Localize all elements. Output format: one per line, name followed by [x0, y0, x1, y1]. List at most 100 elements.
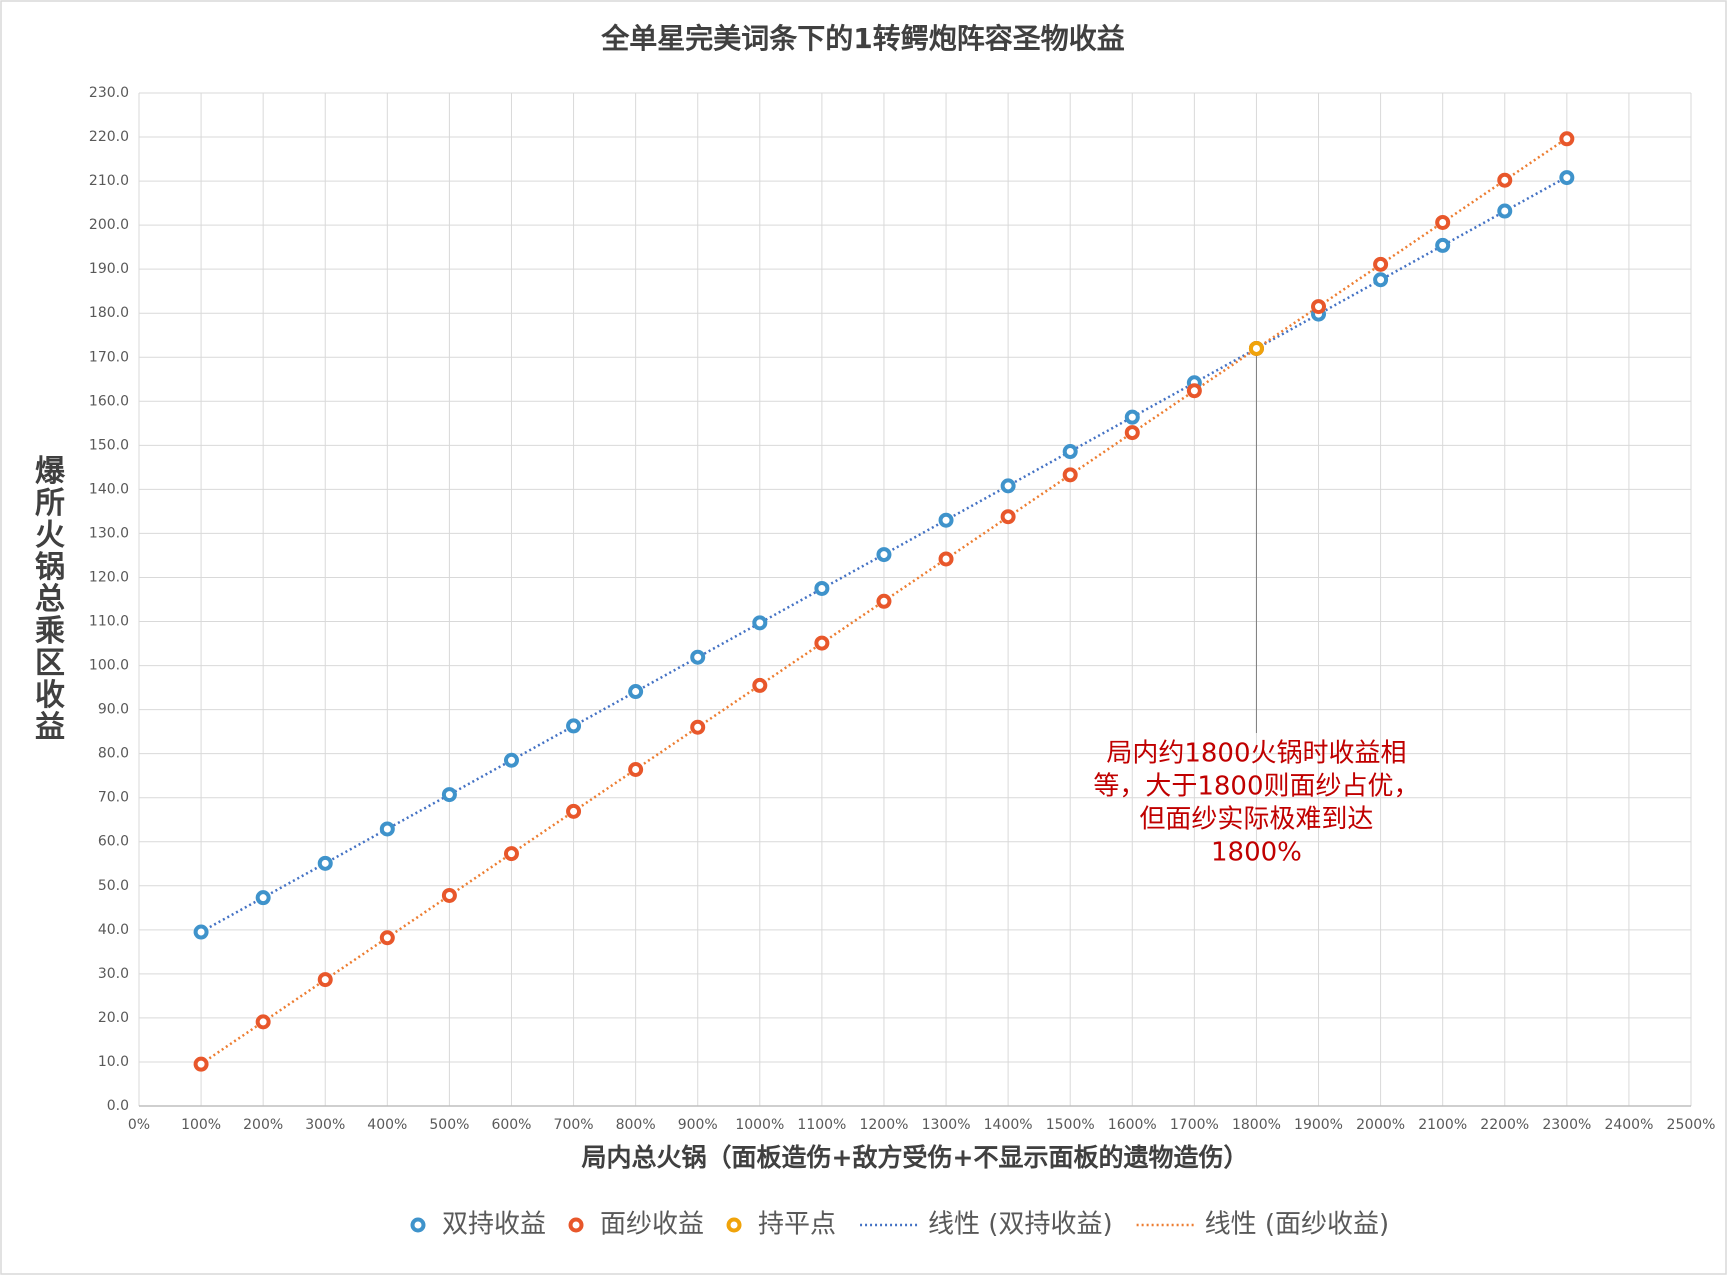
x-tick-label: 1700% — [1170, 1117, 1219, 1133]
data-point — [690, 719, 706, 735]
y-tick-label: 50.0 — [98, 878, 129, 894]
x-tick-label: 2100% — [1418, 1117, 1467, 1133]
y-tick-label: 170.0 — [89, 349, 129, 365]
y-tick-label: 220.0 — [89, 129, 129, 145]
data-point — [255, 1014, 271, 1030]
data-point — [1000, 509, 1016, 525]
data-point — [876, 547, 892, 563]
data-point — [317, 855, 333, 871]
data-point — [752, 677, 768, 693]
x-tick-label: 1900% — [1294, 1117, 1343, 1133]
x-tick-label: 800% — [616, 1117, 656, 1133]
y-tick-label: 180.0 — [89, 305, 129, 321]
data-point — [503, 752, 519, 768]
legend-marker — [726, 1217, 742, 1233]
annotation-text: 但面纱实际极难到达 — [1139, 805, 1373, 835]
y-tick-label: 190.0 — [89, 261, 129, 277]
data-point — [1311, 299, 1327, 315]
data-point — [1559, 131, 1575, 147]
data-point — [317, 972, 333, 988]
x-tick-label: 1000% — [735, 1117, 784, 1133]
data-point — [379, 930, 395, 946]
x-tick-label: 1800% — [1232, 1117, 1281, 1133]
data-point — [814, 635, 830, 651]
data-point — [690, 649, 706, 665]
y-tick-label: 100.0 — [89, 658, 129, 674]
y-tick-label: 40.0 — [98, 922, 129, 938]
x-tick-label: 2300% — [1542, 1117, 1591, 1133]
data-point — [1559, 170, 1575, 186]
x-tick-label: 2400% — [1604, 1117, 1653, 1133]
data-point — [938, 512, 954, 528]
y-tick-label: 70.0 — [98, 790, 129, 806]
legend-marker — [410, 1217, 426, 1233]
data-point — [628, 762, 644, 778]
legend-label: 线性 (面纱收益) — [1205, 1210, 1390, 1240]
y-tick-label: 20.0 — [98, 1010, 129, 1026]
legend-marker — [568, 1217, 584, 1233]
data-point — [1248, 340, 1264, 356]
x-tick-label: 1300% — [922, 1117, 971, 1133]
annotation-text: 1800% — [1211, 838, 1302, 868]
y-tick-label: 10.0 — [98, 1054, 129, 1070]
data-point — [193, 924, 209, 940]
x-tick-label: 1600% — [1108, 1117, 1157, 1133]
x-tick-label: 900% — [678, 1117, 718, 1133]
data-point — [566, 803, 582, 819]
y-tick-label: 160.0 — [89, 393, 129, 409]
data-point — [193, 1056, 209, 1072]
legend-label: 面纱收益 — [600, 1210, 704, 1240]
data-point — [1062, 467, 1078, 483]
x-tick-label: 500% — [429, 1117, 469, 1133]
y-tick-label: 140.0 — [89, 481, 129, 497]
y-tick-label: 230.0 — [89, 85, 129, 101]
x-tick-label: 1400% — [984, 1117, 1033, 1133]
data-point — [1373, 256, 1389, 272]
data-point — [1062, 444, 1078, 460]
data-point — [1124, 409, 1140, 425]
legend-label: 线性 (双持收益) — [928, 1210, 1113, 1240]
x-tick-label: 700% — [554, 1117, 594, 1133]
x-tick-label: 2000% — [1356, 1117, 1405, 1133]
data-point — [1497, 203, 1513, 219]
data-point — [752, 615, 768, 631]
data-point — [1435, 237, 1451, 253]
data-point — [566, 718, 582, 734]
x-tick-label: 2200% — [1480, 1117, 1529, 1133]
y-tick-label: 120.0 — [89, 569, 129, 585]
x-tick-label: 2500% — [1667, 1117, 1716, 1133]
data-point — [441, 787, 457, 803]
data-point — [255, 890, 271, 906]
x-tick-label: 100% — [181, 1117, 221, 1133]
y-tick-label: 80.0 — [98, 746, 129, 762]
x-tick-label: 400% — [367, 1117, 407, 1133]
y-tick-label: 90.0 — [98, 702, 129, 718]
x-tick-label: 1200% — [859, 1117, 908, 1133]
y-tick-label: 150.0 — [89, 437, 129, 453]
y-tick-label: 130.0 — [89, 525, 129, 541]
x-tick-label: 300% — [305, 1117, 345, 1133]
data-point — [379, 821, 395, 837]
data-point — [1000, 478, 1016, 494]
y-tick-label: 210.0 — [89, 173, 129, 189]
y-tick-label: 30.0 — [98, 966, 129, 982]
legend-label: 双持收益 — [442, 1210, 546, 1240]
x-tick-label: 600% — [491, 1117, 531, 1133]
data-point — [1435, 214, 1451, 230]
data-point — [1124, 425, 1140, 441]
y-tick-label: 0.0 — [107, 1098, 129, 1114]
annotation-text: 等，大于1800则面纱占优， — [1093, 772, 1419, 802]
x-tick-label: 0% — [128, 1117, 150, 1133]
y-tick-label: 110.0 — [89, 614, 129, 630]
data-point — [876, 593, 892, 609]
data-point — [503, 846, 519, 862]
legend-label: 持平点 — [758, 1210, 836, 1240]
data-point — [938, 551, 954, 567]
data-point — [441, 887, 457, 903]
data-point — [1373, 272, 1389, 288]
data-point — [1186, 383, 1202, 399]
data-point — [1497, 172, 1513, 188]
